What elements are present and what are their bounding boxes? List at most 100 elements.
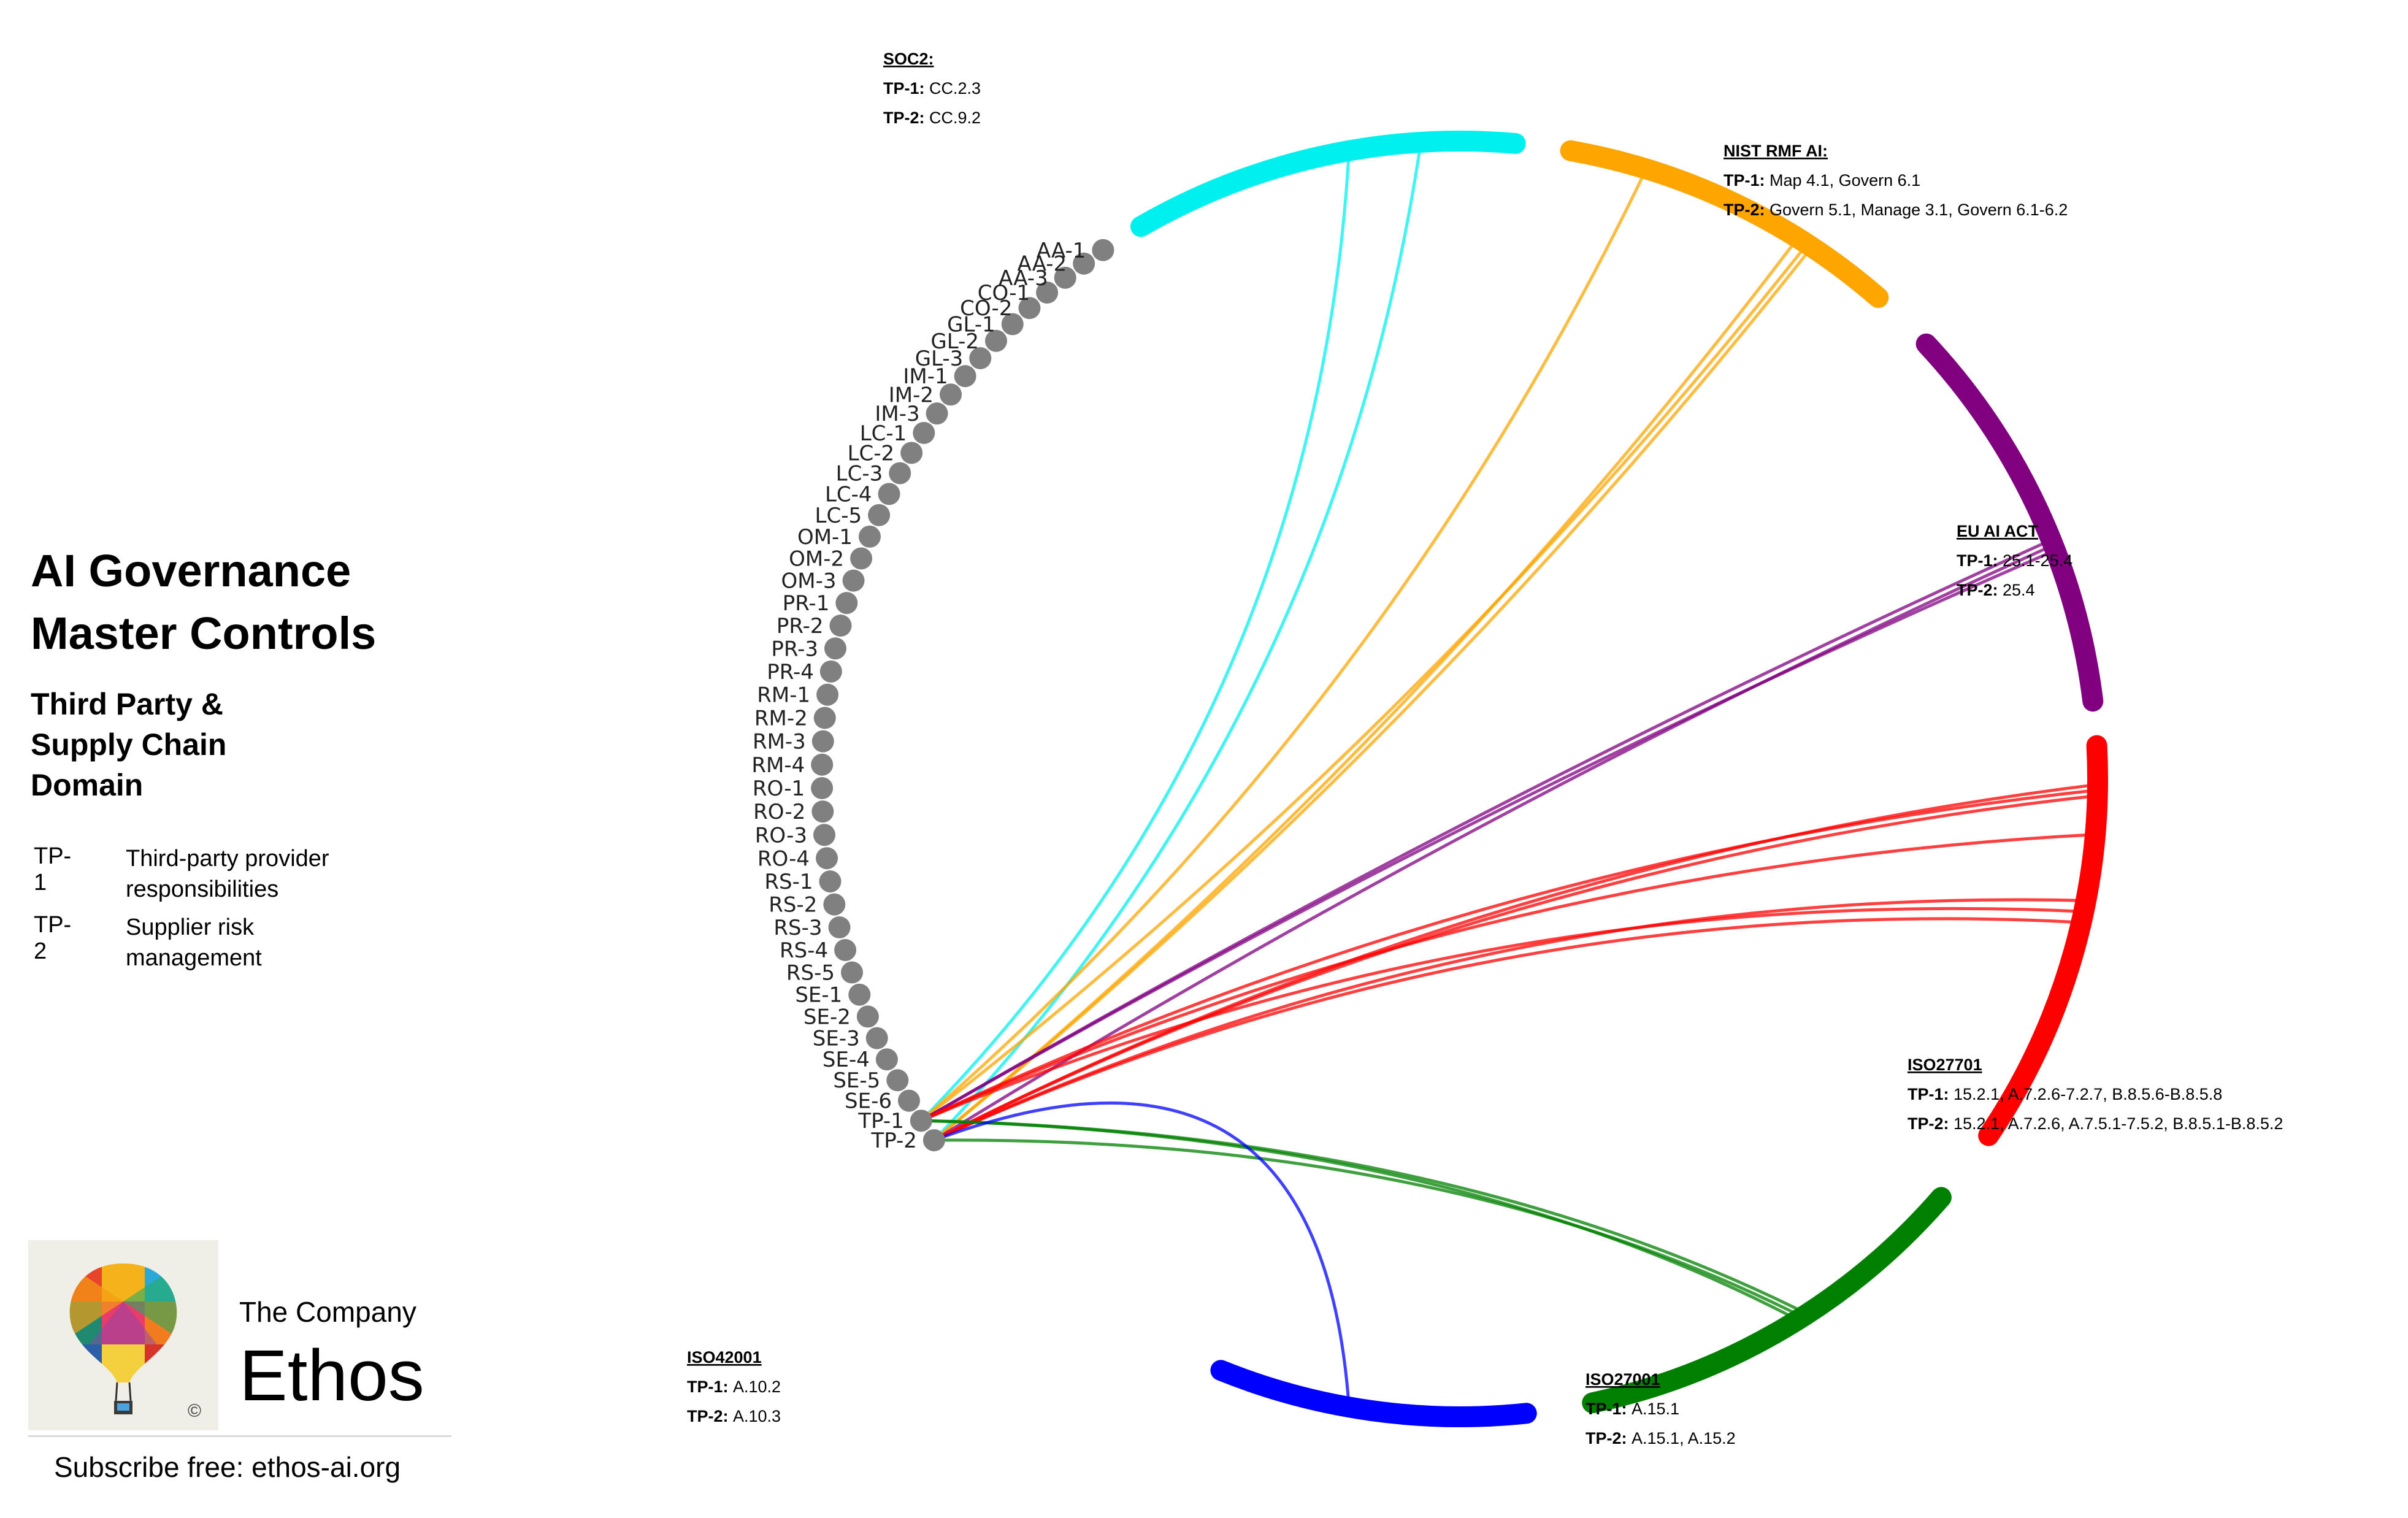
chord-iso27701	[920, 788, 2098, 1122]
chord-soc2	[933, 142, 1422, 1141]
node-label-se-2: SE-2	[803, 1005, 851, 1029]
framework-labels: SOC2: TP-1: CC.2.3 TP-2: CC.9.2 NIST RMF AI…	[687, 50, 2283, 1447]
chord-iso27701	[920, 833, 2096, 1122]
subtitle-line-3: Domain	[31, 768, 144, 802]
node-se-1	[848, 983, 871, 1006]
company-name: Ethos	[239, 1335, 424, 1416]
node-label-om-1: OM-1	[797, 525, 853, 550]
framework-name: ISO27701	[1908, 1056, 1982, 1074]
node-se-3	[865, 1027, 888, 1049]
nist-label: NIST RMF AI: TP-1: Map 4.1, Govern 6.1 TP-…	[1724, 142, 2068, 219]
node-label-ro-2: RO-2	[753, 800, 805, 824]
node-label-lc-5: LC-5	[815, 504, 862, 528]
control-node-labels: AA-1AA-2AA-3CO-1CO-2GL-1GL-2GL-3IM-1IM-2…	[751, 239, 1086, 1153]
node-co-1	[1036, 281, 1059, 304]
framework-tp1-mapping: TP-1: 15.2.1, A.7.2.6-7.2.7, B.8.5.6-B.8…	[1908, 1085, 2222, 1103]
node-om-3	[842, 569, 865, 592]
node-label-om-3: OM-3	[781, 569, 837, 594]
node-se-5	[886, 1069, 909, 1092]
node-label-rm-4: RM-4	[751, 753, 805, 778]
framework-name: NIST RMF AI:	[1724, 142, 1828, 160]
node-ro-1	[811, 776, 834, 799]
node-pr-1	[835, 592, 858, 615]
iso27001-label: ISO27001 TP-1: A.15.1 TP-2: A.15.1, A.15.2	[1586, 1370, 1736, 1447]
node-rm-1	[816, 683, 839, 706]
control-nodes	[811, 239, 1114, 1152]
chord-euai	[920, 549, 2056, 1122]
node-label-se-5: SE-5	[833, 1068, 880, 1093]
chord-iso42001	[934, 1101, 1351, 1408]
node-lc-3	[889, 462, 911, 485]
framework-tp2-mapping: TP-2: A.15.1, A.15.2	[1586, 1429, 1736, 1447]
node-im-2	[940, 383, 962, 406]
node-label-se-4: SE-4	[822, 1048, 870, 1072]
node-rs-1	[819, 870, 842, 893]
page-title: AI Governance Master Controls	[31, 540, 376, 665]
subscribe-link[interactable]: Subscribe free: ethos-ai.org	[54, 1451, 401, 1483]
legend-description: Third-party provider responsibilities	[126, 846, 329, 902]
node-label-lc-4: LC-4	[825, 482, 872, 507]
framework-name: SOC2:	[883, 50, 934, 68]
chord-iso27701	[933, 794, 2098, 1142]
node-label-co-2: CO-2	[960, 296, 1012, 321]
node-ro-4	[816, 847, 838, 870]
chords	[920, 142, 2098, 1408]
framework-tp1-mapping: TP-1: CC.2.3	[883, 79, 981, 98]
node-im-3	[926, 402, 948, 425]
chord-iso27001	[934, 1138, 1803, 1319]
node-gl-3	[969, 347, 992, 370]
chord-soc2	[920, 150, 1351, 1122]
node-co-2	[1018, 297, 1041, 320]
node-label-tp-1: TP-1	[857, 1109, 903, 1133]
node-label-se-1: SE-1	[795, 983, 842, 1008]
node-aa-2	[1073, 252, 1095, 275]
node-label-se-6: SE-6	[845, 1089, 892, 1114]
iso27001-arc	[1582, 1187, 1952, 1414]
node-aa-3	[1054, 266, 1076, 289]
node-label-se-3: SE-3	[813, 1027, 860, 1051]
node-lc-2	[900, 442, 923, 464]
iso42001-arc	[1210, 1360, 1537, 1427]
node-label-gl-1: GL-1	[947, 313, 995, 337]
framework-tp2-mapping: TP-2: A.10.3	[687, 1407, 781, 1425]
node-rm-2	[813, 707, 836, 729]
node-label-lc-3: LC-3	[836, 462, 883, 486]
framework-tp1-mapping: TP-1: A.15.1	[1586, 1400, 1679, 1418]
nist-arc	[1560, 140, 1889, 309]
node-label-pr-1: PR-1	[783, 591, 830, 616]
node-rm-4	[811, 753, 834, 776]
node-im-1	[954, 365, 976, 388]
node-ro-2	[811, 800, 834, 823]
node-pr-3	[824, 637, 846, 660]
node-label-co-1: CO-1	[978, 281, 1030, 305]
copyright-mark: ©	[188, 1401, 202, 1421]
legend-description: Supplier risk management	[126, 914, 262, 971]
node-ro-3	[813, 824, 836, 846]
node-label-rs-4: RS-4	[780, 938, 828, 963]
node-rs-3	[828, 916, 851, 938]
chord-nist	[920, 243, 1809, 1122]
framework-tp2-mapping: TP-2: 25.4	[1957, 581, 2035, 599]
node-label-aa-3: AA-3	[999, 266, 1048, 291]
node-gl-1	[1001, 313, 1024, 335]
node-label-im-1: IM-1	[903, 364, 948, 389]
node-label-im-3: IM-3	[875, 402, 919, 426]
legend-code: TP-2	[34, 912, 72, 964]
node-label-ro-1: RO-1	[753, 776, 805, 801]
node-se-4	[875, 1048, 898, 1071]
chord-iso27001	[921, 1119, 1799, 1322]
framework-tp2-mapping: TP-2: 15.2.1, A.7.2.6, A.7.5.1-7.5.2, B.…	[1908, 1114, 2283, 1133]
node-tp-2	[922, 1129, 945, 1152]
node-se-6	[897, 1089, 920, 1112]
node-pr-4	[819, 660, 842, 683]
node-label-lc-2: LC-2	[848, 441, 895, 466]
node-lc-5	[868, 504, 891, 526]
node-label-aa-1: AA-1	[1037, 239, 1086, 263]
node-label-pr-3: PR-3	[771, 637, 818, 661]
framework-arcs	[1130, 131, 2108, 1427]
legend-code: TP-1	[34, 843, 72, 895]
divider	[28, 1435, 451, 1437]
node-gl-2	[985, 329, 1008, 352]
node-tp-1	[910, 1110, 932, 1132]
